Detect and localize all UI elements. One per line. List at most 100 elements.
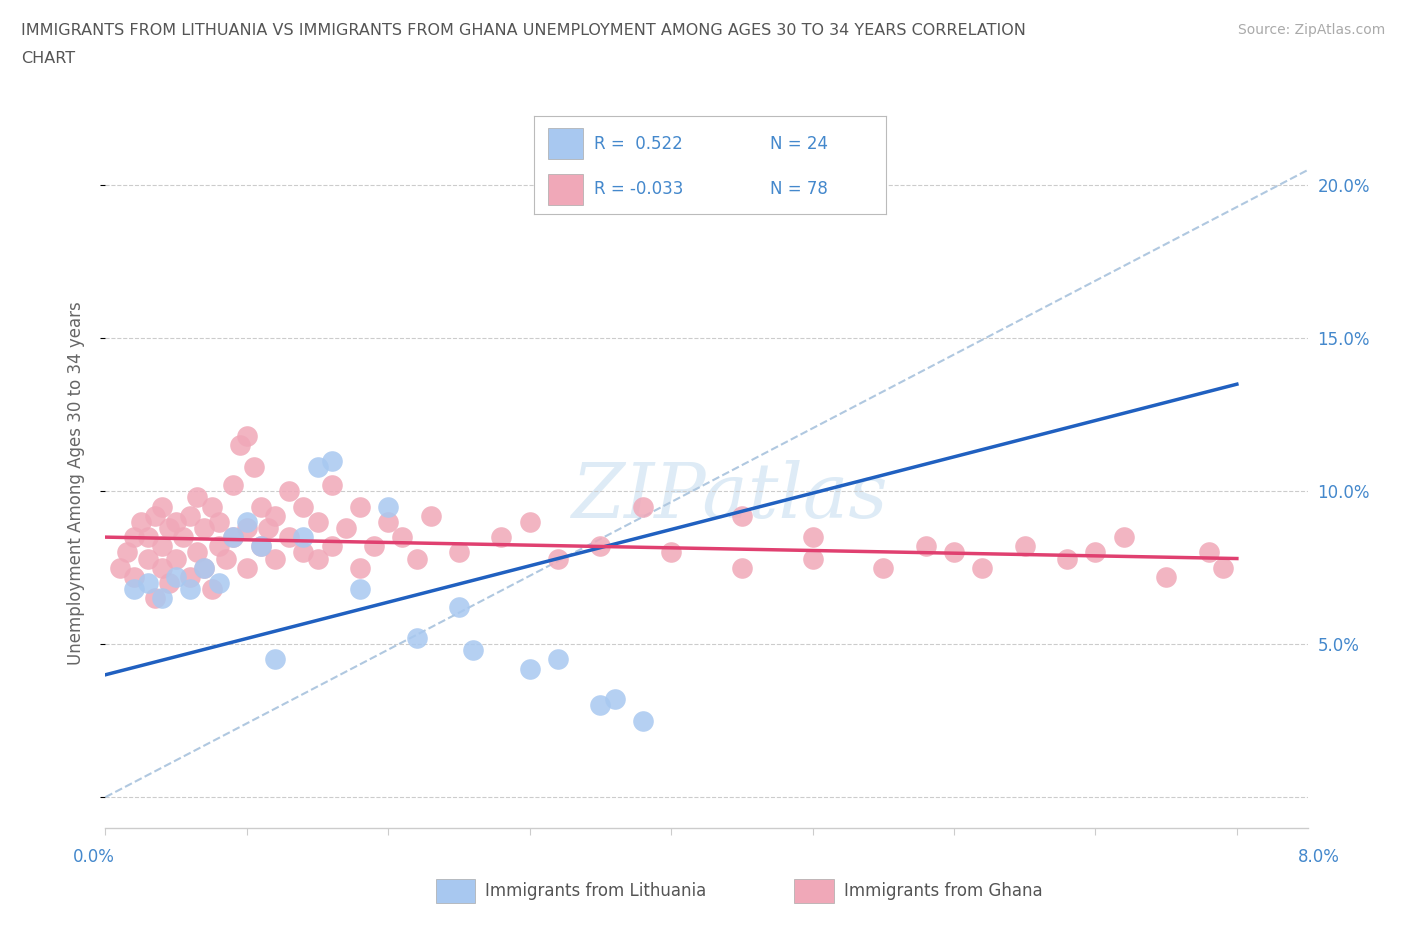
Point xyxy=(801,551,824,566)
Point xyxy=(150,560,173,575)
Point xyxy=(1112,530,1135,545)
Point xyxy=(179,569,201,584)
Point xyxy=(1014,538,1036,553)
Point xyxy=(136,551,159,566)
Point xyxy=(589,538,612,553)
Point xyxy=(659,545,682,560)
Point xyxy=(405,551,427,566)
Point xyxy=(179,581,201,596)
Point xyxy=(363,538,385,553)
Point xyxy=(349,581,371,596)
Point xyxy=(150,538,173,553)
Point xyxy=(405,631,427,645)
Point xyxy=(200,499,222,514)
Point xyxy=(236,514,259,529)
Point xyxy=(943,545,966,560)
Point xyxy=(165,569,187,584)
Point xyxy=(447,600,470,615)
Point xyxy=(801,530,824,545)
Point xyxy=(321,478,343,493)
Point xyxy=(519,514,541,529)
Point xyxy=(914,538,936,553)
Point xyxy=(292,499,315,514)
Point xyxy=(349,499,371,514)
Point xyxy=(222,530,245,545)
Text: Source: ZipAtlas.com: Source: ZipAtlas.com xyxy=(1237,23,1385,37)
Text: Immigrants from Lithuania: Immigrants from Lithuania xyxy=(485,882,706,900)
Point xyxy=(108,560,131,575)
Point xyxy=(321,453,343,468)
Text: R = -0.033: R = -0.033 xyxy=(593,180,683,198)
Point xyxy=(972,560,994,575)
Point xyxy=(257,521,280,536)
Point xyxy=(150,499,173,514)
Point xyxy=(1198,545,1220,560)
Point xyxy=(292,545,315,560)
Point xyxy=(631,713,654,728)
Text: ZIPatlas: ZIPatlas xyxy=(572,460,889,535)
Point xyxy=(377,514,399,529)
Point xyxy=(589,698,612,712)
Point xyxy=(872,560,894,575)
Point xyxy=(292,530,315,545)
Point xyxy=(278,484,301,498)
Point xyxy=(264,551,287,566)
Point xyxy=(115,545,138,560)
Point xyxy=(129,514,152,529)
Bar xyxy=(548,174,583,206)
Point xyxy=(603,692,626,707)
Point xyxy=(463,643,485,658)
Point xyxy=(193,521,215,536)
Text: N = 24: N = 24 xyxy=(770,135,828,153)
Point xyxy=(136,530,159,545)
Point xyxy=(122,569,145,584)
Point xyxy=(307,459,329,474)
Point xyxy=(307,551,329,566)
Point xyxy=(229,438,252,453)
Point xyxy=(547,652,569,667)
Point xyxy=(250,538,273,553)
Point xyxy=(264,509,287,524)
Point xyxy=(193,560,215,575)
Point xyxy=(547,551,569,566)
Point xyxy=(207,576,229,591)
Text: CHART: CHART xyxy=(21,51,75,66)
Point xyxy=(335,521,357,536)
Text: Immigrants from Ghana: Immigrants from Ghana xyxy=(844,882,1042,900)
Text: R =  0.522: R = 0.522 xyxy=(593,135,683,153)
Point xyxy=(391,530,413,545)
Point xyxy=(236,521,259,536)
Point xyxy=(179,509,201,524)
Point xyxy=(222,530,245,545)
Point xyxy=(321,538,343,553)
Point xyxy=(731,509,754,524)
Point xyxy=(631,499,654,514)
Point xyxy=(1056,551,1078,566)
Point xyxy=(236,560,259,575)
Point xyxy=(157,521,180,536)
Text: N = 78: N = 78 xyxy=(770,180,828,198)
Text: 0.0%: 0.0% xyxy=(73,848,115,866)
Point xyxy=(491,530,513,545)
Point xyxy=(1154,569,1177,584)
Point xyxy=(186,545,208,560)
Point xyxy=(250,499,273,514)
Point xyxy=(1212,560,1234,575)
Point xyxy=(419,509,441,524)
Point xyxy=(250,538,273,553)
Point xyxy=(1084,545,1107,560)
Point xyxy=(349,560,371,575)
Point xyxy=(165,514,187,529)
Point xyxy=(207,514,229,529)
Point xyxy=(264,652,287,667)
Point xyxy=(207,538,229,553)
Point xyxy=(222,478,245,493)
Point xyxy=(143,509,166,524)
Point xyxy=(186,490,208,505)
Point xyxy=(447,545,470,560)
Point xyxy=(377,499,399,514)
Point xyxy=(731,560,754,575)
Y-axis label: Unemployment Among Ages 30 to 34 years: Unemployment Among Ages 30 to 34 years xyxy=(66,301,84,666)
Point xyxy=(243,459,266,474)
Text: IMMIGRANTS FROM LITHUANIA VS IMMIGRANTS FROM GHANA UNEMPLOYMENT AMONG AGES 30 TO: IMMIGRANTS FROM LITHUANIA VS IMMIGRANTS … xyxy=(21,23,1026,38)
